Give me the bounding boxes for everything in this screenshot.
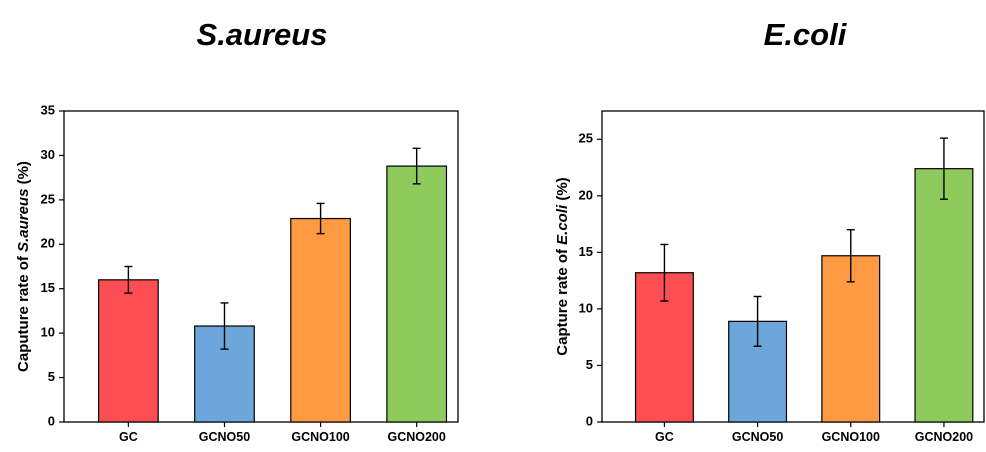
plot-frame bbox=[601, 110, 985, 423]
chart-title: S.aureus bbox=[197, 17, 328, 52]
y-tick-label: 5 bbox=[48, 369, 55, 384]
x-tick-label: GC bbox=[655, 430, 674, 444]
y-axis-label-unit: (%) bbox=[554, 177, 571, 205]
x-tick-label: GCNO100 bbox=[822, 430, 880, 444]
x-tick-label: GCNO50 bbox=[732, 430, 783, 444]
y-axis-label: Capture rate of E.coli (%) bbox=[554, 177, 571, 355]
y-tick-label: 0 bbox=[586, 413, 593, 428]
plot-frame bbox=[63, 110, 459, 423]
chart-panel-1: S.aureus 0 5 10 15 20 25 30 35 Caputure rate of S… bbox=[15, 17, 459, 444]
x-tick-label: GCNO200 bbox=[387, 430, 445, 444]
bar-gc bbox=[97, 279, 159, 423]
x-tick-label: GCNO200 bbox=[915, 430, 973, 444]
y-axis-label: Caputure rate of S.aureus (%) bbox=[15, 161, 32, 372]
y-tick-label: 35 bbox=[41, 102, 55, 117]
y-tick-label: 5 bbox=[586, 357, 593, 372]
x-tick-label: GCNO50 bbox=[199, 430, 250, 444]
y-tick-label: 20 bbox=[579, 187, 593, 202]
bar-gcno200 bbox=[386, 165, 448, 423]
y-axis-label-unit: (%) bbox=[15, 161, 32, 189]
y-axis-label-organism: E.coli bbox=[554, 204, 571, 245]
y-tick-label: 15 bbox=[41, 280, 55, 295]
y-tick-label: 20 bbox=[41, 236, 55, 251]
bar-gcno100 bbox=[821, 255, 881, 423]
y-axis-label-prefix: Caputure rate of bbox=[15, 252, 32, 372]
y-tick-label: 10 bbox=[41, 325, 55, 340]
y-tick-label: 0 bbox=[48, 413, 55, 428]
chart-title: E.coli bbox=[764, 17, 848, 52]
y-tick-label: 30 bbox=[41, 147, 55, 162]
bar-gcno200 bbox=[914, 168, 974, 423]
bar-gcno100 bbox=[290, 217, 351, 423]
chart-panel-2: E.coli 0 5 10 15 20 25 Capture rate of E.coli (… bbox=[554, 17, 985, 444]
y-tick-label: 25 bbox=[41, 191, 55, 206]
y-tick-label: 10 bbox=[579, 300, 593, 315]
y-axis-label-prefix: Capture rate of bbox=[554, 245, 571, 356]
y-axis-label-organism: S.aureus bbox=[15, 189, 32, 252]
y-tick-label: 25 bbox=[579, 131, 593, 146]
y-tick-label: 15 bbox=[579, 244, 593, 259]
x-tick-label: GCNO100 bbox=[291, 430, 349, 444]
x-tick-label: GC bbox=[119, 430, 138, 444]
